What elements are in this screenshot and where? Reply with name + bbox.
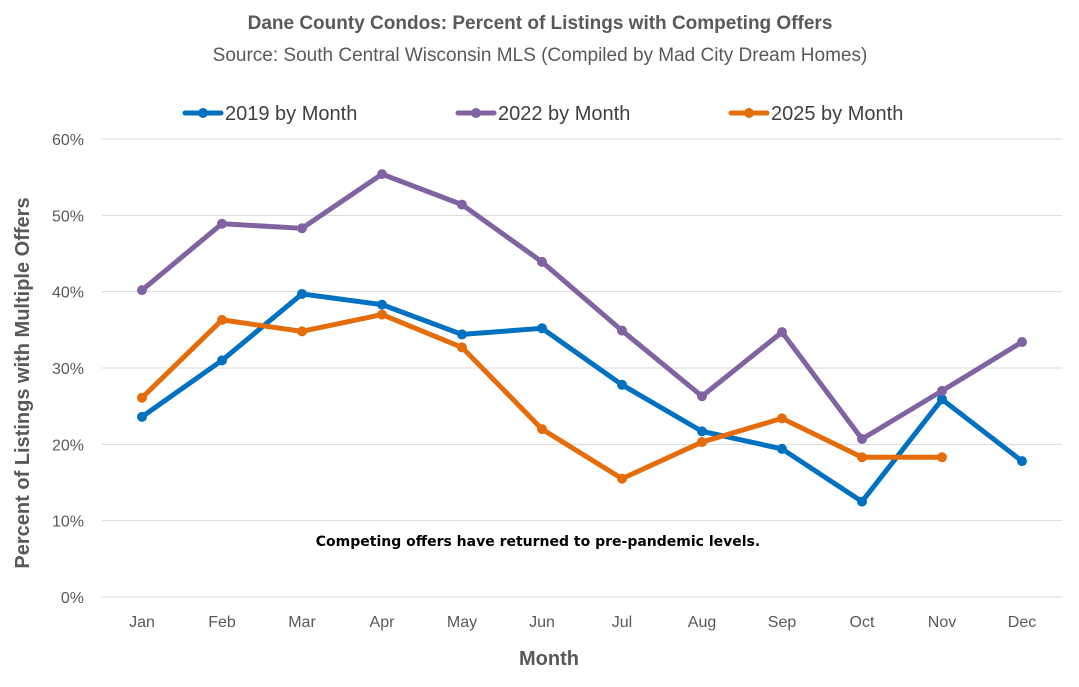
x-tick-label: Jan xyxy=(129,614,155,631)
legend-item: 2025 by Month xyxy=(728,103,903,125)
data-point xyxy=(617,379,627,390)
data-point xyxy=(537,424,547,435)
data-point xyxy=(857,452,867,463)
data-point xyxy=(857,496,867,507)
data-point xyxy=(217,314,227,325)
legend-marker xyxy=(471,108,481,118)
x-tick-label: Nov xyxy=(928,614,956,631)
series-line xyxy=(139,291,1025,505)
legend-label: 2019 by Month xyxy=(225,103,357,125)
x-tick-label: May xyxy=(447,614,477,631)
legend-marker xyxy=(198,108,208,118)
y-tick-label: 40% xyxy=(52,285,84,302)
data-point xyxy=(457,342,467,353)
chart-title: Dane County Condos: Percent of Listings … xyxy=(248,13,833,34)
data-point xyxy=(457,199,467,210)
y-tick-label: 30% xyxy=(52,361,84,378)
series-1 xyxy=(137,288,1027,507)
data-point xyxy=(697,437,707,448)
data-point xyxy=(377,299,387,310)
x-tick-label: Sep xyxy=(768,614,797,631)
y-tick-label: 10% xyxy=(52,514,84,531)
y-axis-title: Percent of Listings with Multiple Offers xyxy=(12,197,34,568)
legend-marker xyxy=(744,108,754,118)
gridlines xyxy=(102,138,1062,598)
data-point xyxy=(137,392,147,403)
data-point xyxy=(617,325,627,336)
data-point xyxy=(537,256,547,267)
data-point xyxy=(537,323,547,334)
chart-annotation: Competing offers have returned to pre-pa… xyxy=(316,534,760,550)
legend-label: 2025 by Month xyxy=(771,103,903,125)
series-group xyxy=(137,169,1027,507)
chart-subtitle: Source: South Central Wisconsin MLS (Com… xyxy=(213,45,868,66)
data-point xyxy=(857,433,867,444)
x-tick-label: Apr xyxy=(370,614,396,631)
series-3 xyxy=(137,309,947,484)
data-point xyxy=(937,394,947,405)
data-point xyxy=(617,473,627,484)
data-point xyxy=(457,329,467,340)
y-tick-label: 50% xyxy=(52,208,84,225)
data-point xyxy=(297,288,307,299)
data-point xyxy=(697,426,707,437)
data-point xyxy=(777,443,787,454)
data-point xyxy=(297,223,307,234)
x-tick-label: Jul xyxy=(612,614,632,631)
data-point xyxy=(1017,456,1027,467)
legend: 2019 by Month 2022 by Month 2025 by Month xyxy=(182,103,903,125)
y-axis-ticks: 0% 10% 20% 30% 40% 50% 60% xyxy=(52,132,84,607)
data-point xyxy=(137,411,147,422)
data-point xyxy=(777,327,787,338)
x-tick-label: Dec xyxy=(1008,614,1036,631)
legend-item: 2019 by Month xyxy=(182,103,357,125)
y-tick-label: 60% xyxy=(52,132,84,149)
legend-item: 2022 by Month xyxy=(455,103,630,125)
x-axis-ticks: Jan Feb Mar Apr May Jun Jul Aug Sep Oct Nov Dec xyxy=(129,614,1036,631)
data-point xyxy=(937,385,947,396)
data-point xyxy=(937,452,947,463)
data-point xyxy=(297,326,307,337)
x-tick-label: Jun xyxy=(529,614,555,631)
y-tick-label: 0% xyxy=(61,590,84,607)
data-point xyxy=(217,218,227,229)
data-point xyxy=(377,309,387,320)
series-line xyxy=(139,171,1025,442)
x-tick-label: Oct xyxy=(850,614,875,631)
x-tick-label: Mar xyxy=(288,614,316,631)
legend-label: 2022 by Month xyxy=(498,103,630,125)
data-point xyxy=(377,169,387,180)
series-line xyxy=(139,312,945,482)
data-point xyxy=(1017,337,1027,348)
data-point xyxy=(697,391,707,402)
data-point xyxy=(217,355,227,366)
y-tick-label: 20% xyxy=(52,437,84,454)
data-point xyxy=(777,413,787,424)
data-point xyxy=(137,285,147,296)
x-tick-label: Feb xyxy=(208,614,236,631)
x-axis-title: Month xyxy=(519,648,579,670)
series-2 xyxy=(137,169,1027,444)
x-tick-label: Aug xyxy=(688,614,716,631)
